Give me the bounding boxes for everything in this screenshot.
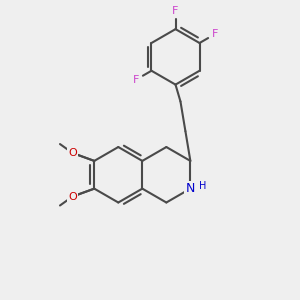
Text: O: O (68, 148, 77, 158)
Text: F: F (172, 6, 179, 16)
Text: O: O (68, 192, 77, 202)
Text: F: F (133, 75, 139, 85)
Text: F: F (212, 29, 218, 39)
Text: N: N (186, 182, 195, 195)
Text: H: H (199, 181, 206, 191)
